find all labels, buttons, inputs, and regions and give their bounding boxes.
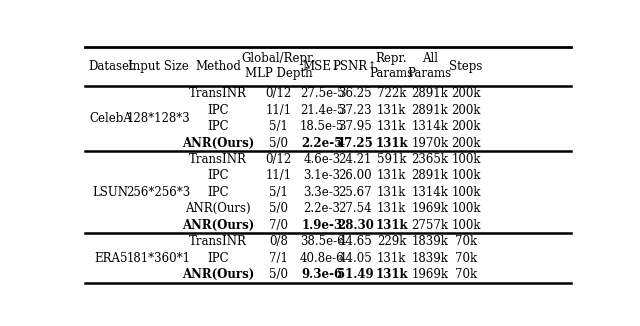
- Text: 9.3e-6: 9.3e-6: [301, 268, 342, 281]
- Text: 591k: 591k: [377, 153, 406, 166]
- Text: LSUN: LSUN: [93, 186, 129, 199]
- Text: IPC: IPC: [207, 186, 228, 199]
- Text: ANR(Ours): ANR(Ours): [182, 137, 254, 150]
- Text: 7/0: 7/0: [269, 219, 288, 232]
- Text: 36.25: 36.25: [339, 87, 372, 100]
- Text: 38.5e-6: 38.5e-6: [300, 235, 344, 248]
- Text: 5/0: 5/0: [269, 268, 288, 281]
- Text: 1839k: 1839k: [412, 235, 448, 248]
- Text: 200k: 200k: [451, 137, 481, 150]
- Text: ANR(Ours): ANR(Ours): [182, 219, 254, 232]
- Text: 11/1: 11/1: [266, 104, 291, 117]
- Text: 229k: 229k: [377, 235, 406, 248]
- Text: 70k: 70k: [455, 268, 477, 281]
- Text: 21.4e-5: 21.4e-5: [300, 104, 344, 117]
- Text: 1970k: 1970k: [411, 137, 448, 150]
- Text: 0/12: 0/12: [265, 153, 292, 166]
- Text: 100k: 100k: [451, 170, 481, 183]
- Text: 1969k: 1969k: [411, 202, 448, 215]
- Text: All
Params: All Params: [408, 52, 452, 80]
- Text: IPC: IPC: [207, 252, 228, 265]
- Text: 1314k: 1314k: [412, 186, 448, 199]
- Text: Global/Repr.
MLP Depth: Global/Repr. MLP Depth: [241, 52, 316, 80]
- Text: 181*360*1: 181*360*1: [126, 252, 190, 265]
- Text: 27.54: 27.54: [339, 202, 372, 215]
- Text: Repr.
Params: Repr. Params: [369, 52, 413, 80]
- Text: 3.3e-3: 3.3e-3: [303, 186, 340, 199]
- Text: 1.9e-3: 1.9e-3: [301, 219, 342, 232]
- Text: TransINR: TransINR: [189, 87, 247, 100]
- Text: 27.5e-5: 27.5e-5: [300, 87, 344, 100]
- Text: 100k: 100k: [451, 186, 481, 199]
- Text: 2891k: 2891k: [412, 87, 448, 100]
- Text: 200k: 200k: [451, 87, 481, 100]
- Text: 131k: 131k: [375, 137, 408, 150]
- Text: 131k: 131k: [377, 252, 406, 265]
- Text: 131k: 131k: [377, 120, 406, 133]
- Text: 2365k: 2365k: [411, 153, 448, 166]
- Text: 2.2e-5: 2.2e-5: [301, 137, 342, 150]
- Text: 11/1: 11/1: [266, 170, 291, 183]
- Text: 256*256*3: 256*256*3: [126, 186, 191, 199]
- Text: ANR(Ours): ANR(Ours): [185, 202, 251, 215]
- Text: 44.05: 44.05: [339, 252, 372, 265]
- Text: 131k: 131k: [375, 219, 408, 232]
- Text: 5/0: 5/0: [269, 202, 288, 215]
- Text: 0/12: 0/12: [265, 87, 292, 100]
- Text: 131k: 131k: [377, 104, 406, 117]
- Text: PSNR↑: PSNR↑: [333, 60, 378, 73]
- Text: 37.95: 37.95: [339, 120, 372, 133]
- Text: TransINR: TransINR: [189, 153, 247, 166]
- Text: 200k: 200k: [451, 120, 481, 133]
- Text: TransINR: TransINR: [189, 235, 247, 248]
- Text: CelebA: CelebA: [90, 112, 132, 125]
- Text: 5/0: 5/0: [269, 137, 288, 150]
- Text: IPC: IPC: [207, 104, 228, 117]
- Text: 100k: 100k: [451, 202, 481, 215]
- Text: 3.1e-3: 3.1e-3: [303, 170, 340, 183]
- Text: 2891k: 2891k: [412, 170, 448, 183]
- Text: 7/1: 7/1: [269, 252, 288, 265]
- Text: 200k: 200k: [451, 104, 481, 117]
- Text: ERA5: ERA5: [94, 252, 127, 265]
- Text: Dataset: Dataset: [88, 60, 134, 73]
- Text: 2891k: 2891k: [412, 104, 448, 117]
- Text: 722k: 722k: [377, 87, 406, 100]
- Text: IPC: IPC: [207, 120, 228, 133]
- Text: 47.25: 47.25: [337, 137, 374, 150]
- Text: 28.30: 28.30: [337, 219, 374, 232]
- Text: 131k: 131k: [375, 268, 408, 281]
- Text: 5/1: 5/1: [269, 186, 288, 199]
- Text: 100k: 100k: [451, 153, 481, 166]
- Text: 51.49: 51.49: [337, 268, 374, 281]
- Text: Method: Method: [195, 60, 241, 73]
- Text: 25.67: 25.67: [339, 186, 372, 199]
- Text: 40.8e-6: 40.8e-6: [300, 252, 344, 265]
- Text: Input Size: Input Size: [128, 60, 189, 73]
- Text: 70k: 70k: [455, 235, 477, 248]
- Text: 44.65: 44.65: [339, 235, 372, 248]
- Text: 5/1: 5/1: [269, 120, 288, 133]
- Text: 131k: 131k: [377, 170, 406, 183]
- Text: 128*128*3: 128*128*3: [127, 112, 190, 125]
- Text: 1839k: 1839k: [412, 252, 448, 265]
- Text: 18.5e-5: 18.5e-5: [300, 120, 344, 133]
- Text: 1969k: 1969k: [411, 268, 448, 281]
- Text: 37.23: 37.23: [339, 104, 372, 117]
- Text: 100k: 100k: [451, 219, 481, 232]
- Text: 26.00: 26.00: [339, 170, 372, 183]
- Text: 24.21: 24.21: [339, 153, 372, 166]
- Text: Steps: Steps: [449, 60, 483, 73]
- Text: 2757k: 2757k: [411, 219, 448, 232]
- Text: ANR(Ours): ANR(Ours): [182, 268, 254, 281]
- Text: MSE↓: MSE↓: [303, 60, 341, 73]
- Text: 4.6e-3: 4.6e-3: [303, 153, 340, 166]
- Text: 1314k: 1314k: [412, 120, 448, 133]
- Text: 131k: 131k: [377, 202, 406, 215]
- Text: 0/8: 0/8: [269, 235, 288, 248]
- Text: IPC: IPC: [207, 170, 228, 183]
- Text: 2.2e-3: 2.2e-3: [303, 202, 340, 215]
- Text: 70k: 70k: [455, 252, 477, 265]
- Text: 131k: 131k: [377, 186, 406, 199]
